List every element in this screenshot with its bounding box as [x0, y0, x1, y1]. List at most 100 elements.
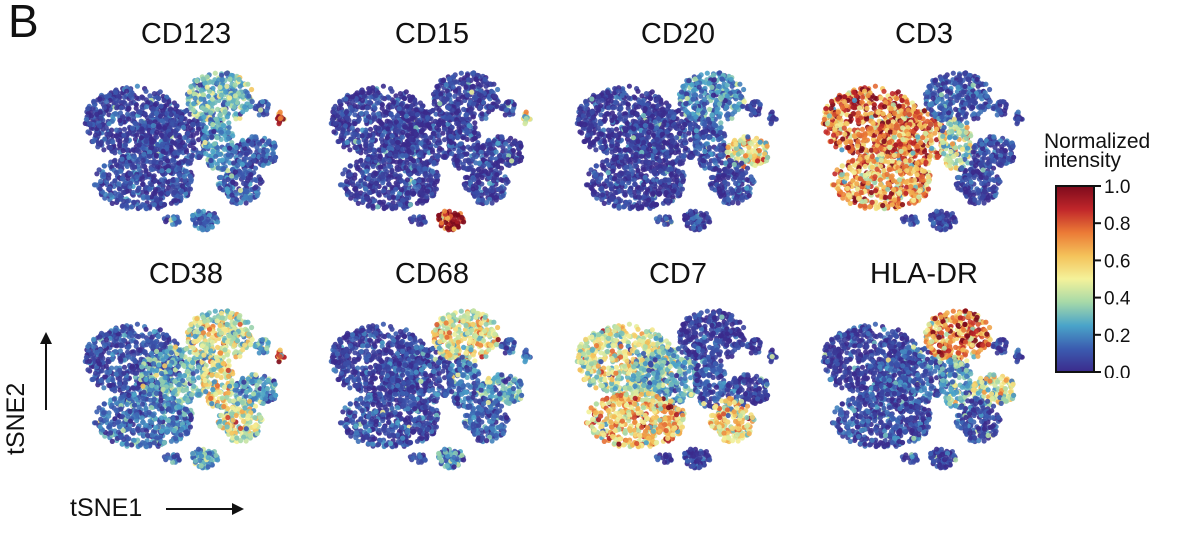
tsne-point	[605, 89, 611, 95]
panel-title-cd20: CD20	[640, 18, 716, 50]
tsne-point	[604, 110, 610, 117]
tsne-point	[632, 95, 638, 101]
tsne-point	[688, 126, 694, 132]
tsne-point	[129, 204, 135, 210]
tsne-point	[397, 158, 403, 164]
tsne-point	[198, 96, 204, 102]
tsne-point	[135, 188, 141, 194]
tsne-point	[652, 119, 658, 125]
tsne-point	[93, 132, 99, 138]
tsne-point	[631, 126, 637, 132]
tsne-point	[470, 186, 476, 192]
tsne-point	[158, 177, 165, 183]
tsne-point	[149, 194, 155, 200]
tsne-point	[140, 145, 146, 151]
tsne-point	[239, 161, 245, 168]
tsne-point	[588, 123, 594, 129]
tsne-point	[153, 187, 159, 193]
tsne-point	[455, 101, 461, 107]
tsne-point	[134, 147, 141, 153]
tsne-point	[440, 78, 446, 84]
tsne-point	[97, 109, 103, 115]
tsne-point	[412, 99, 418, 105]
tsne-point	[362, 186, 368, 192]
tsne-point	[503, 141, 509, 147]
tsne-point	[165, 179, 171, 185]
tsne-point	[146, 153, 152, 159]
tsne-point	[241, 196, 247, 202]
tsne-point	[479, 116, 485, 122]
tsne-point	[117, 117, 123, 124]
tsne-point	[188, 174, 194, 180]
tsne-point	[165, 158, 171, 164]
tsne-point	[455, 96, 461, 102]
tsne-point	[265, 139, 271, 145]
tsne-point	[457, 128, 463, 134]
tsne-point	[455, 163, 461, 169]
tsne-point	[622, 147, 628, 153]
tsne-point	[396, 123, 402, 129]
tsne-point	[461, 165, 467, 171]
tsne-point	[347, 172, 353, 178]
tsne-point	[411, 158, 417, 164]
tsne-point	[243, 155, 249, 161]
tsne-point	[438, 220, 445, 226]
tsne-point	[126, 154, 132, 160]
tsne-point	[160, 119, 166, 125]
tsne-point	[471, 129, 477, 135]
tsne-point	[495, 86, 501, 93]
tsne-point	[408, 136, 414, 143]
tsne-point	[460, 144, 466, 151]
tsne-point	[472, 124, 478, 131]
tsne-point	[240, 137, 246, 143]
tsne-point	[386, 95, 392, 101]
tsne-point	[427, 174, 434, 180]
tsne-point	[375, 125, 382, 131]
tsne-point	[205, 216, 211, 223]
tsne-point	[392, 153, 398, 159]
tsne-point	[192, 91, 198, 97]
tsne-point	[221, 165, 227, 172]
tsne-point	[154, 197, 160, 203]
tsne-point	[196, 153, 202, 160]
tsne-point	[237, 187, 244, 193]
tsne-point	[176, 160, 182, 166]
tsne-point	[460, 80, 466, 86]
tsne-point	[380, 180, 386, 186]
tsne-point	[121, 132, 127, 138]
tsne-point	[134, 174, 140, 180]
tsne-point	[596, 131, 602, 137]
tsne-point	[212, 70, 218, 76]
tsne-point	[214, 80, 220, 86]
tsne-point	[486, 109, 492, 115]
tsne-point	[243, 200, 249, 206]
tsne-point	[593, 147, 599, 153]
tsne-point	[192, 220, 199, 226]
tsne-point	[473, 76, 479, 82]
tsne-point	[214, 135, 220, 141]
tsne-point	[148, 167, 154, 173]
tsne-point	[154, 110, 160, 116]
tsne-point	[448, 139, 454, 146]
tsne-point	[131, 164, 137, 170]
tsne-point	[380, 174, 386, 180]
tsne-point	[172, 106, 179, 112]
tsne-point	[509, 158, 515, 164]
tsne-point	[395, 145, 401, 151]
tsne-point	[249, 86, 255, 93]
tsne-point	[363, 110, 369, 116]
tsne-point	[156, 124, 162, 130]
tsne-point	[147, 186, 153, 192]
tsne-point	[114, 105, 120, 111]
tsne-point	[225, 152, 231, 158]
tsne-point	[418, 129, 424, 135]
tsne-point	[671, 115, 677, 121]
tsne-point	[162, 103, 168, 109]
tsne-point	[202, 133, 208, 139]
tsne-point	[445, 105, 452, 111]
tsne-point	[397, 202, 403, 208]
tsne-point	[140, 163, 146, 169]
tsne-point	[518, 143, 524, 149]
tsne-point	[491, 81, 497, 87]
tsne-point	[691, 121, 697, 127]
